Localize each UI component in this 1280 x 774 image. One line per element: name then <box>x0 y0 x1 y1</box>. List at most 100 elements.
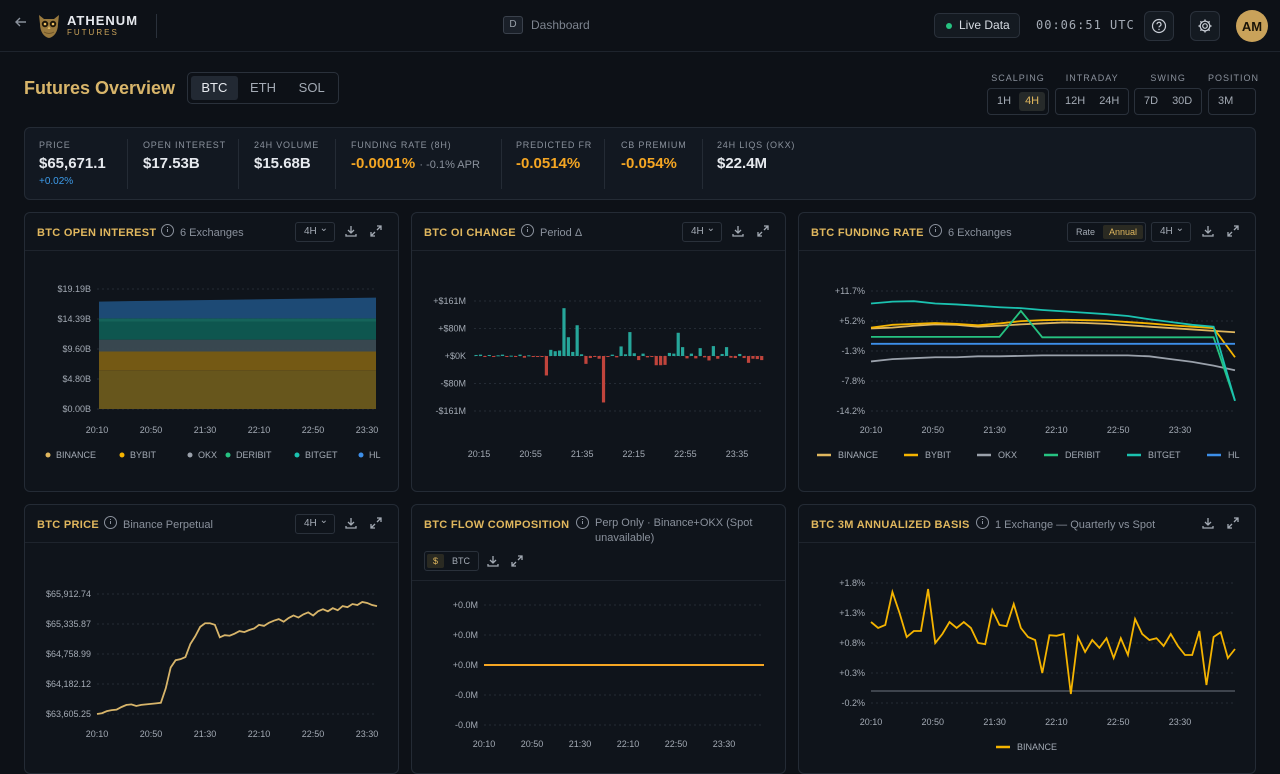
x-tick-label: 20:10 <box>86 425 109 435</box>
basis-line-binance <box>870 588 1236 695</box>
oi-change-bar <box>553 351 557 356</box>
info-icon[interactable] <box>929 224 942 237</box>
timeframe-group-scalping: SCALPING 1H 4H <box>987 73 1050 115</box>
timeframe-group-label: INTRADAY <box>1065 73 1119 83</box>
tab-sol[interactable]: SOL <box>298 80 325 95</box>
timeframe-dropdown[interactable]: 4H <box>295 220 335 242</box>
tab-eth[interactable]: ETH <box>250 80 276 95</box>
y-tick-label: $63,605.25 <box>46 709 91 719</box>
oi-change-bar <box>659 356 663 366</box>
panel-oi-change: BTC OI CHANGE Period Δ 4H -$161M -$80M +$0… <box>411 212 786 492</box>
stat-value: -0.054% <box>621 155 677 172</box>
timeframe-dropdown[interactable]: 4H <box>1151 220 1191 242</box>
area-okx <box>99 339 376 352</box>
legend-dot-icon <box>119 452 125 458</box>
stat-cb-premium: CB PREMIUM -0.054% <box>607 128 703 199</box>
oi-change-bar <box>645 356 650 358</box>
x-tick-label: 23:30 <box>1169 717 1192 727</box>
download-icon[interactable] <box>1201 516 1215 530</box>
download-icon[interactable] <box>344 224 358 238</box>
panel-title: BTC OI CHANGE <box>424 227 516 239</box>
oi-change-bar <box>637 356 641 361</box>
oi-change-bar <box>571 351 575 356</box>
oi-change-bar <box>681 347 685 356</box>
expand-icon[interactable] <box>1226 224 1240 238</box>
oi-change-bar <box>478 354 483 356</box>
oi-change-bar <box>650 356 654 358</box>
live-data-button[interactable]: Live Data <box>934 13 1020 38</box>
y-tick-label: -7.8% <box>841 376 865 386</box>
x-tick-label: 22:10 <box>1045 425 1068 435</box>
info-icon[interactable] <box>976 516 989 529</box>
y-tick-label: -1.3% <box>841 346 865 356</box>
stat-value: $15.68B <box>254 155 311 172</box>
timeframe-1h[interactable]: 1H <box>997 95 1012 107</box>
unit-toggle: $ BTC <box>424 551 480 571</box>
x-tick-label: 21:30 <box>194 425 217 435</box>
oi-change-bar <box>531 356 535 358</box>
oi-change-bar <box>496 355 500 357</box>
toggle-rate[interactable]: Rate <box>1076 227 1096 237</box>
timeframe-dropdown[interactable]: 4H <box>295 512 335 534</box>
expand-icon[interactable] <box>1226 516 1240 530</box>
oi-change-bar <box>518 354 522 356</box>
stat-label: FUNDING RATE (8H) <box>351 140 452 150</box>
x-tick-label: 21:30 <box>194 729 217 739</box>
toggle-usd[interactable]: $ <box>427 554 445 568</box>
help-icon <box>1151 18 1167 34</box>
stat-value: -0.0514% <box>516 155 581 172</box>
timeframe-3m[interactable]: 3M <box>1218 95 1234 107</box>
toggle-annual[interactable]: Annual <box>1103 225 1144 239</box>
oi-change-bar <box>702 356 707 358</box>
info-icon[interactable] <box>161 224 174 237</box>
timeframe-4h[interactable]: 4H <box>1019 92 1046 111</box>
oi-change-bar <box>483 356 487 358</box>
price-line <box>96 600 378 715</box>
back-arrow-icon[interactable] <box>14 15 32 35</box>
avatar[interactable]: AM <box>1236 10 1268 42</box>
expand-icon[interactable] <box>756 224 770 238</box>
y-tick-label: +0.0M <box>453 660 478 670</box>
x-tick-label: 21:35 <box>571 449 594 459</box>
funding-line-binance <box>870 321 1236 334</box>
download-icon[interactable] <box>731 224 745 238</box>
x-tick-label: 22:55 <box>674 449 697 459</box>
oi-change-bar <box>509 355 513 357</box>
download-icon[interactable] <box>1201 224 1215 238</box>
timeframe-30d[interactable]: 30D <box>1172 95 1193 107</box>
panel-title: BTC 3M ANNUALIZED BASIS <box>811 519 970 531</box>
info-icon[interactable] <box>521 224 534 237</box>
panel-subtitle: Period Δ <box>540 227 583 239</box>
toggle-btc[interactable]: BTC <box>452 556 471 566</box>
oi-change-bar <box>536 356 540 358</box>
tab-btc[interactable]: BTC <box>191 76 238 100</box>
y-tick-label: +$161M <box>433 296 466 306</box>
oi-change-bar <box>579 354 584 356</box>
timeframe-12h[interactable]: 12H <box>1065 95 1086 107</box>
stat-liquidations: 24H LIQS (OKX) $22.4M <box>703 128 843 199</box>
stat-change: +0.02% <box>39 176 74 187</box>
expand-icon[interactable] <box>369 516 383 530</box>
expand-icon[interactable] <box>369 224 383 238</box>
info-icon[interactable] <box>576 516 589 529</box>
y-tick-label: +5.2% <box>839 316 865 326</box>
timeframe-dropdown[interactable]: 4H <box>682 220 722 242</box>
oi-change-bar <box>751 356 755 359</box>
info-icon[interactable] <box>104 516 117 529</box>
timeframe-7d[interactable]: 7D <box>1144 95 1159 107</box>
expand-icon[interactable] <box>510 554 524 568</box>
divider <box>156 14 157 38</box>
panel-subtitle: 1 Exchange — Quarterly vs Spot <box>995 519 1156 531</box>
settings-button[interactable] <box>1190 11 1220 41</box>
help-button[interactable] <box>1144 11 1174 41</box>
y-tick-label: +0.3% <box>839 668 865 678</box>
x-tick-label: 21:30 <box>569 739 592 749</box>
price-chart: $63,605.25 $64,182.12 $64,758.99 $65,335.87… <box>46 589 378 739</box>
live-data-label: Live Data <box>959 18 1010 32</box>
download-icon[interactable] <box>344 516 358 530</box>
oi-change-bar <box>619 346 623 356</box>
x-tick-label: 22:50 <box>1107 717 1130 727</box>
timeframe-24h[interactable]: 24H <box>1099 95 1120 107</box>
breadcrumb[interactable]: Dashboard <box>531 18 590 32</box>
download-icon[interactable] <box>486 554 500 568</box>
